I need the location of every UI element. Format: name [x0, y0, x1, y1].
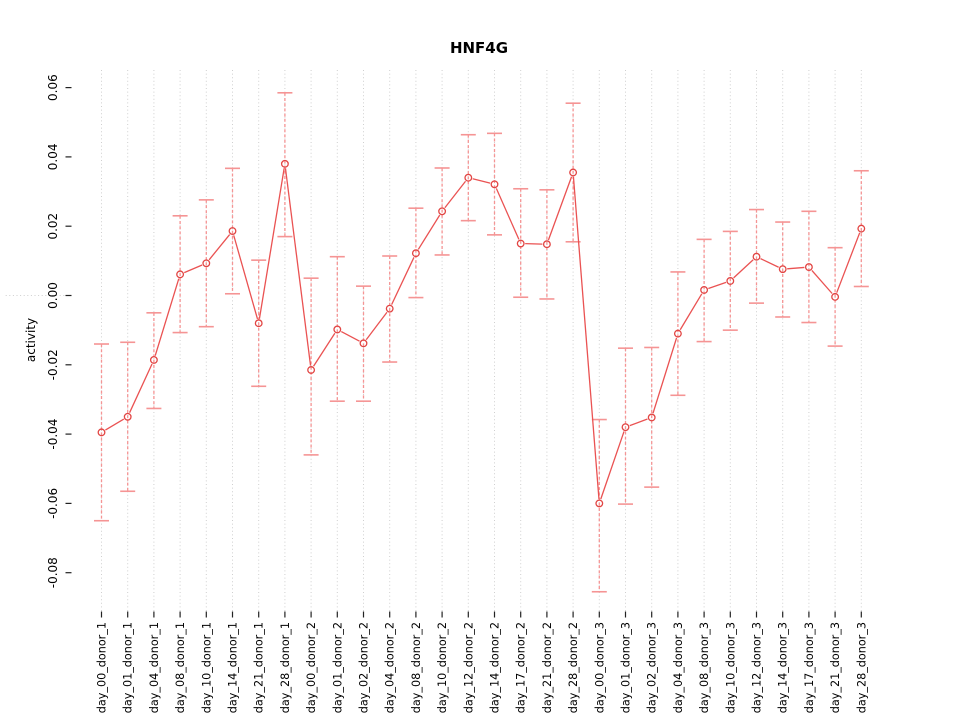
- y-tick-label: -0.08: [46, 557, 60, 588]
- series-line-segment: [495, 188, 520, 240]
- data-point-marker: [411, 249, 420, 258]
- x-tick-label: day_14_donor_3: [777, 622, 790, 713]
- x-tick-label: day_17_donor_2: [515, 622, 528, 713]
- series-line-segment: [444, 180, 467, 209]
- data-point-marker: [202, 259, 211, 268]
- series-line-segment: [708, 281, 727, 290]
- data-point-marker: [831, 292, 840, 301]
- data-point-marker: [254, 319, 263, 328]
- data-point-marker: [280, 159, 289, 168]
- x-tick-label: day_10_donor_1: [200, 622, 213, 713]
- data-point-marker: [176, 270, 185, 279]
- series-line-segment: [233, 235, 259, 320]
- series-line-segment: [600, 431, 625, 500]
- data-point-marker: [542, 240, 551, 249]
- x-tick-label: day_08_donor_2: [410, 622, 423, 713]
- data-point-marker: [778, 265, 787, 274]
- series-line-segment: [679, 293, 703, 331]
- data-point-marker: [228, 227, 237, 236]
- series-line-segment: [733, 259, 754, 279]
- x-tick-label: day_00_donor_2: [305, 622, 318, 713]
- y-tick-label: -0.02: [46, 349, 60, 380]
- series-line-segment: [760, 258, 779, 268]
- x-tick-label: day_04_donor_2: [384, 622, 397, 713]
- series-line-segment: [365, 311, 388, 341]
- x-tick-label: day_28_donor_2: [567, 622, 580, 713]
- series-line-segment: [183, 264, 203, 274]
- series-line-segment: [312, 332, 336, 367]
- x-tick-label: day_12_donor_3: [751, 622, 764, 713]
- y-tick-label: 0.02: [46, 213, 60, 240]
- x-tick-label: day_02_donor_3: [646, 622, 659, 713]
- series-line-segment: [340, 330, 360, 342]
- series-line-segment: [787, 266, 805, 270]
- x-tick-label: day_28_donor_1: [279, 622, 292, 713]
- data-point-marker: [97, 428, 106, 437]
- series-line-segment: [208, 234, 231, 261]
- series-line-segment: [472, 178, 491, 184]
- series-line-segment: [258, 168, 285, 319]
- data-point-marker: [464, 173, 473, 182]
- x-tick-label: day_28_donor_3: [855, 622, 868, 713]
- series-line-segment: [128, 363, 153, 413]
- data-point-marker: [595, 499, 604, 508]
- data-point-marker: [149, 355, 158, 364]
- series-line-segment: [652, 337, 678, 414]
- series-line-segment: [629, 418, 648, 427]
- series-line-segment: [811, 270, 833, 294]
- data-point-marker: [621, 423, 630, 432]
- data-point-marker: [700, 286, 709, 294]
- x-tick-label: day_00_donor_1: [96, 622, 109, 713]
- x-tick-label: day_14_donor_2: [489, 622, 502, 713]
- data-point-marker: [647, 413, 656, 422]
- x-tick-label: day_01_donor_2: [331, 622, 344, 713]
- x-tick-label: day_17_donor_3: [803, 622, 816, 713]
- x-tick-label: day_04_donor_1: [148, 622, 161, 713]
- x-tick-label: day_21_donor_1: [253, 622, 266, 713]
- x-tick-label: day_14_donor_1: [227, 622, 240, 713]
- series-line-segment: [417, 214, 441, 250]
- data-point-marker: [804, 263, 813, 272]
- x-tick-label: day_12_donor_2: [462, 622, 475, 713]
- data-point-marker: [333, 325, 342, 334]
- data-point-marker: [857, 224, 866, 233]
- x-tick-label: day_21_donor_2: [541, 622, 554, 713]
- y-tick-label: 0.04: [46, 144, 60, 171]
- y-tick-label: 0.06: [46, 74, 60, 101]
- data-point-marker: [673, 329, 682, 338]
- series-line-segment: [105, 418, 125, 431]
- data-point-marker: [569, 168, 578, 177]
- data-point-marker: [516, 239, 525, 248]
- x-tick-label: day_08_donor_3: [698, 622, 711, 713]
- x-tick-label: day_21_donor_3: [829, 622, 842, 713]
- data-point-marker: [438, 207, 447, 216]
- x-tick-label: day_08_donor_1: [174, 622, 187, 713]
- data-point-marker: [385, 304, 394, 313]
- chart-title: HNF4G: [449, 39, 509, 57]
- data-point-marker: [359, 339, 368, 348]
- data-point-marker: [123, 412, 132, 421]
- data-point-marker: [307, 366, 316, 374]
- series-line-segment: [547, 176, 573, 241]
- x-tick-label: day_02_donor_2: [358, 622, 371, 713]
- data-point-marker: [726, 276, 735, 285]
- series-line-segment: [836, 232, 861, 293]
- series-line-segment: [154, 278, 180, 356]
- y-tick-label: 0.00: [46, 282, 60, 309]
- series-line-segment: [391, 257, 415, 305]
- x-tick-label: day_01_donor_1: [122, 622, 135, 713]
- series-line-segment: [572, 176, 600, 499]
- y-tick-label: -0.06: [46, 488, 60, 519]
- x-tick-label: day_04_donor_3: [672, 622, 685, 713]
- y-tick-label: -0.04: [46, 419, 60, 450]
- series-line-segment: [284, 168, 312, 366]
- x-tick-label: day_00_donor_3: [593, 622, 606, 713]
- data-point-marker: [490, 180, 499, 189]
- x-tick-label: day_01_donor_3: [620, 622, 633, 713]
- x-tick-label: day_10_donor_2: [436, 622, 449, 713]
- x-tick-label: day_10_donor_3: [724, 622, 737, 713]
- data-point-marker: [752, 252, 761, 261]
